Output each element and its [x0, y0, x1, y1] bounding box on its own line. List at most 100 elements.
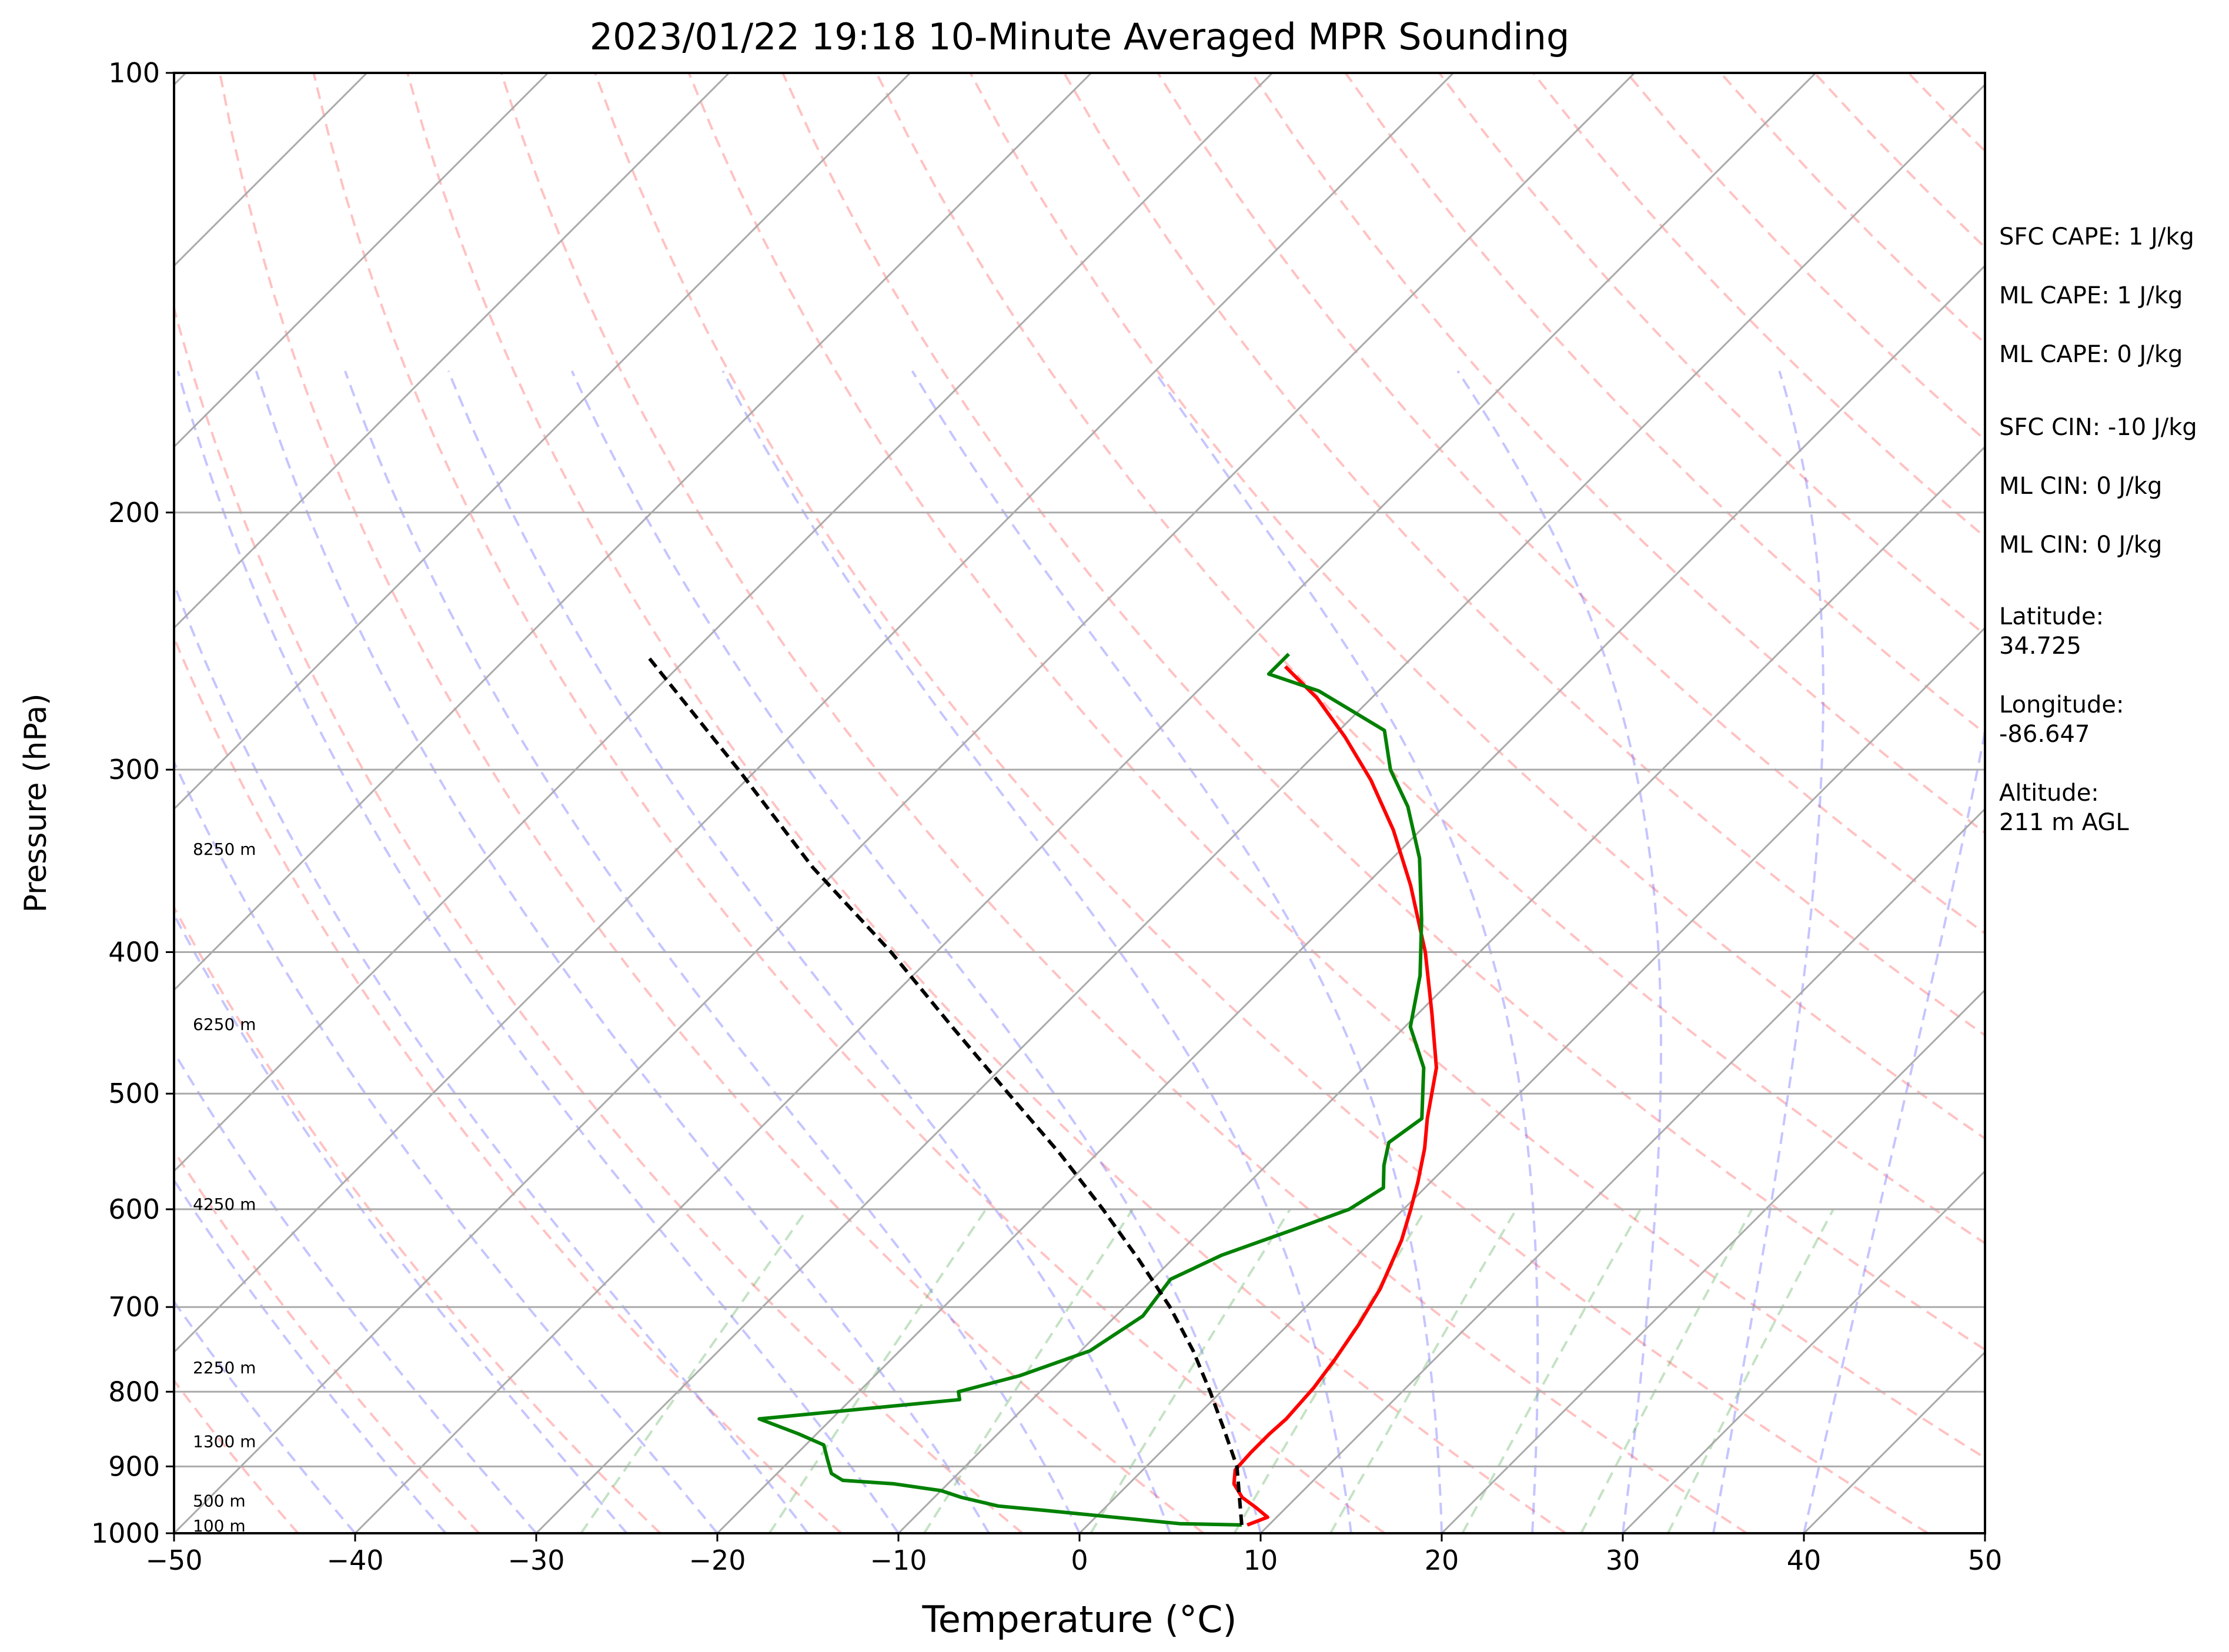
dry-adiabat	[312, 73, 1386, 1533]
mixing-ratio-line	[1090, 1208, 1291, 1533]
x-tick-label: −40	[326, 1544, 383, 1576]
mixing-ratio-line	[1233, 1208, 1427, 1533]
moist-adiabat	[174, 759, 719, 1533]
height-labels: 100 m 500 m 1300 m 2250 m 4250 m 6250 m 8250 m	[193, 840, 256, 1536]
stat-sfc-cape: SFC CAPE: 1 J/kg	[1999, 223, 2194, 250]
dry-adiabat	[174, 1149, 480, 1533]
y-tick-label: 500	[108, 1078, 160, 1109]
height-label: 6250 m	[193, 1015, 256, 1034]
x-tick-label: 20	[1425, 1544, 1459, 1576]
moist-adiabat	[447, 370, 1171, 1533]
height-label: 2250 m	[193, 1358, 256, 1377]
y-tick-label: 400	[108, 937, 160, 968]
dry-adiabat	[174, 1379, 299, 1533]
x-tick-label: −10	[870, 1544, 927, 1576]
isotherm	[174, 73, 1455, 1354]
height-label: 500 m	[193, 1492, 246, 1511]
isotherm	[535, 83, 1985, 1533]
moist-adiabat	[174, 1178, 447, 1533]
chart-title: 2023/01/22 19:18 10-Minute Averaged MPR …	[590, 15, 1570, 58]
latitude-value: 34.725	[1999, 633, 2081, 660]
y-tick-label: 300	[108, 754, 160, 785]
dry-adiabat	[174, 634, 843, 1533]
x-tick-label: 10	[1244, 1544, 1278, 1576]
stat-ml-cape-2: ML CAPE: 0 J/kg	[1999, 341, 2183, 368]
height-label: 8250 m	[193, 840, 256, 859]
mixing-ratio-line	[923, 1208, 1134, 1533]
moist-adiabat	[344, 370, 1081, 1533]
series-line-1	[757, 653, 1426, 1527]
series-line-2	[644, 653, 1244, 1526]
stat-ml-cin-1: ML CIN: 0 J/kg	[1999, 473, 2162, 500]
x-tick-label: 40	[1787, 1544, 1822, 1576]
background-lines	[0, 73, 1985, 1533]
dry-adiabat	[594, 73, 1929, 1533]
altitude-value: 211 m AGL	[1999, 809, 2129, 836]
location-panel: Latitude: 34.725 Longitude: -86.647 Alti…	[1999, 603, 2129, 836]
dry-adiabat	[218, 73, 1205, 1533]
isotherm	[174, 73, 1274, 1173]
moist-adiabat	[1803, 725, 1985, 1533]
isotherm	[354, 73, 1817, 1533]
isotherm	[1259, 807, 1985, 1533]
y-tick-label: 200	[108, 497, 160, 529]
x-tick-label: 0	[1071, 1544, 1088, 1576]
altitude-label: Altitude:	[1999, 780, 2099, 807]
y-tick-label: 800	[108, 1376, 160, 1407]
longitude-label: Longitude:	[1999, 691, 2124, 718]
isotherm	[1441, 988, 1985, 1533]
isotherm	[174, 73, 1092, 992]
dry-adiabat	[1251, 73, 1985, 835]
x-axis-label: Temperature (°C)	[921, 1598, 1237, 1641]
height-label: 4250 m	[193, 1195, 256, 1214]
plot-frame	[173, 72, 1986, 1534]
dry-adiabat	[500, 73, 1748, 1533]
isotherm	[897, 445, 1985, 1533]
dry-adiabat	[406, 73, 1567, 1533]
x-tick-label: −50	[145, 1544, 202, 1576]
y-axis-ticks: 100 200 300 400 500 600 700 800 900 1000	[91, 57, 174, 1549]
dry-adiabat	[174, 303, 1024, 1533]
x-tick-label: 50	[1968, 1544, 2003, 1576]
longitude-value: -86.647	[1999, 721, 2090, 748]
dry-adiabat	[687, 73, 1985, 1460]
mixing-ratio-line	[580, 1208, 808, 1533]
isotherm	[1622, 1169, 1985, 1533]
y-tick-label: 1000	[91, 1517, 160, 1549]
stat-sfc-cin: SFC CIN: -10 J/kg	[1999, 414, 2197, 441]
series-line-0	[1232, 665, 1438, 1527]
isotherm	[1078, 626, 1985, 1533]
moist-adiabat	[174, 1050, 537, 1533]
mixing-ratio-line	[768, 1208, 987, 1533]
y-tick-label: 100	[108, 57, 160, 89]
isotherm	[0, 73, 5, 1533]
x-tick-label: −30	[507, 1544, 564, 1576]
y-tick-label: 600	[108, 1193, 160, 1225]
y-tick-label: 700	[108, 1291, 160, 1323]
isotherm	[716, 264, 1985, 1533]
dry-adiabat	[781, 73, 1985, 1352]
isotherm	[174, 73, 549, 449]
isotherm	[174, 73, 730, 630]
isotherm	[174, 73, 911, 811]
isotherm	[174, 73, 1636, 1533]
y-axis-label: Pressure (hPa)	[18, 694, 54, 913]
stat-ml-cape-1: ML CAPE: 1 J/kg	[1999, 282, 2183, 309]
latitude-label: Latitude:	[1999, 603, 2104, 630]
moist-adiabat	[174, 1299, 356, 1533]
x-axis-ticks: −50 −40 −30 −20 −10 0 10 20 30 40 50	[145, 1533, 2002, 1576]
series-lines	[644, 653, 1438, 1527]
moist-adiabat	[721, 370, 1352, 1533]
moist-adiabat	[1456, 370, 1663, 1533]
dry-adiabat	[1062, 73, 1985, 1037]
dry-adiabat	[1344, 73, 1985, 735]
x-tick-label: −20	[689, 1544, 746, 1576]
y-tick-label: 900	[108, 1450, 160, 1482]
x-tick-label: 30	[1606, 1544, 1640, 1576]
height-label: 100 m	[193, 1516, 246, 1536]
mixing-ratio-line	[1666, 1208, 1834, 1533]
dry-adiabat	[875, 73, 1985, 1245]
isotherm	[174, 73, 368, 267]
mixing-ratio-line	[1580, 1208, 1753, 1533]
